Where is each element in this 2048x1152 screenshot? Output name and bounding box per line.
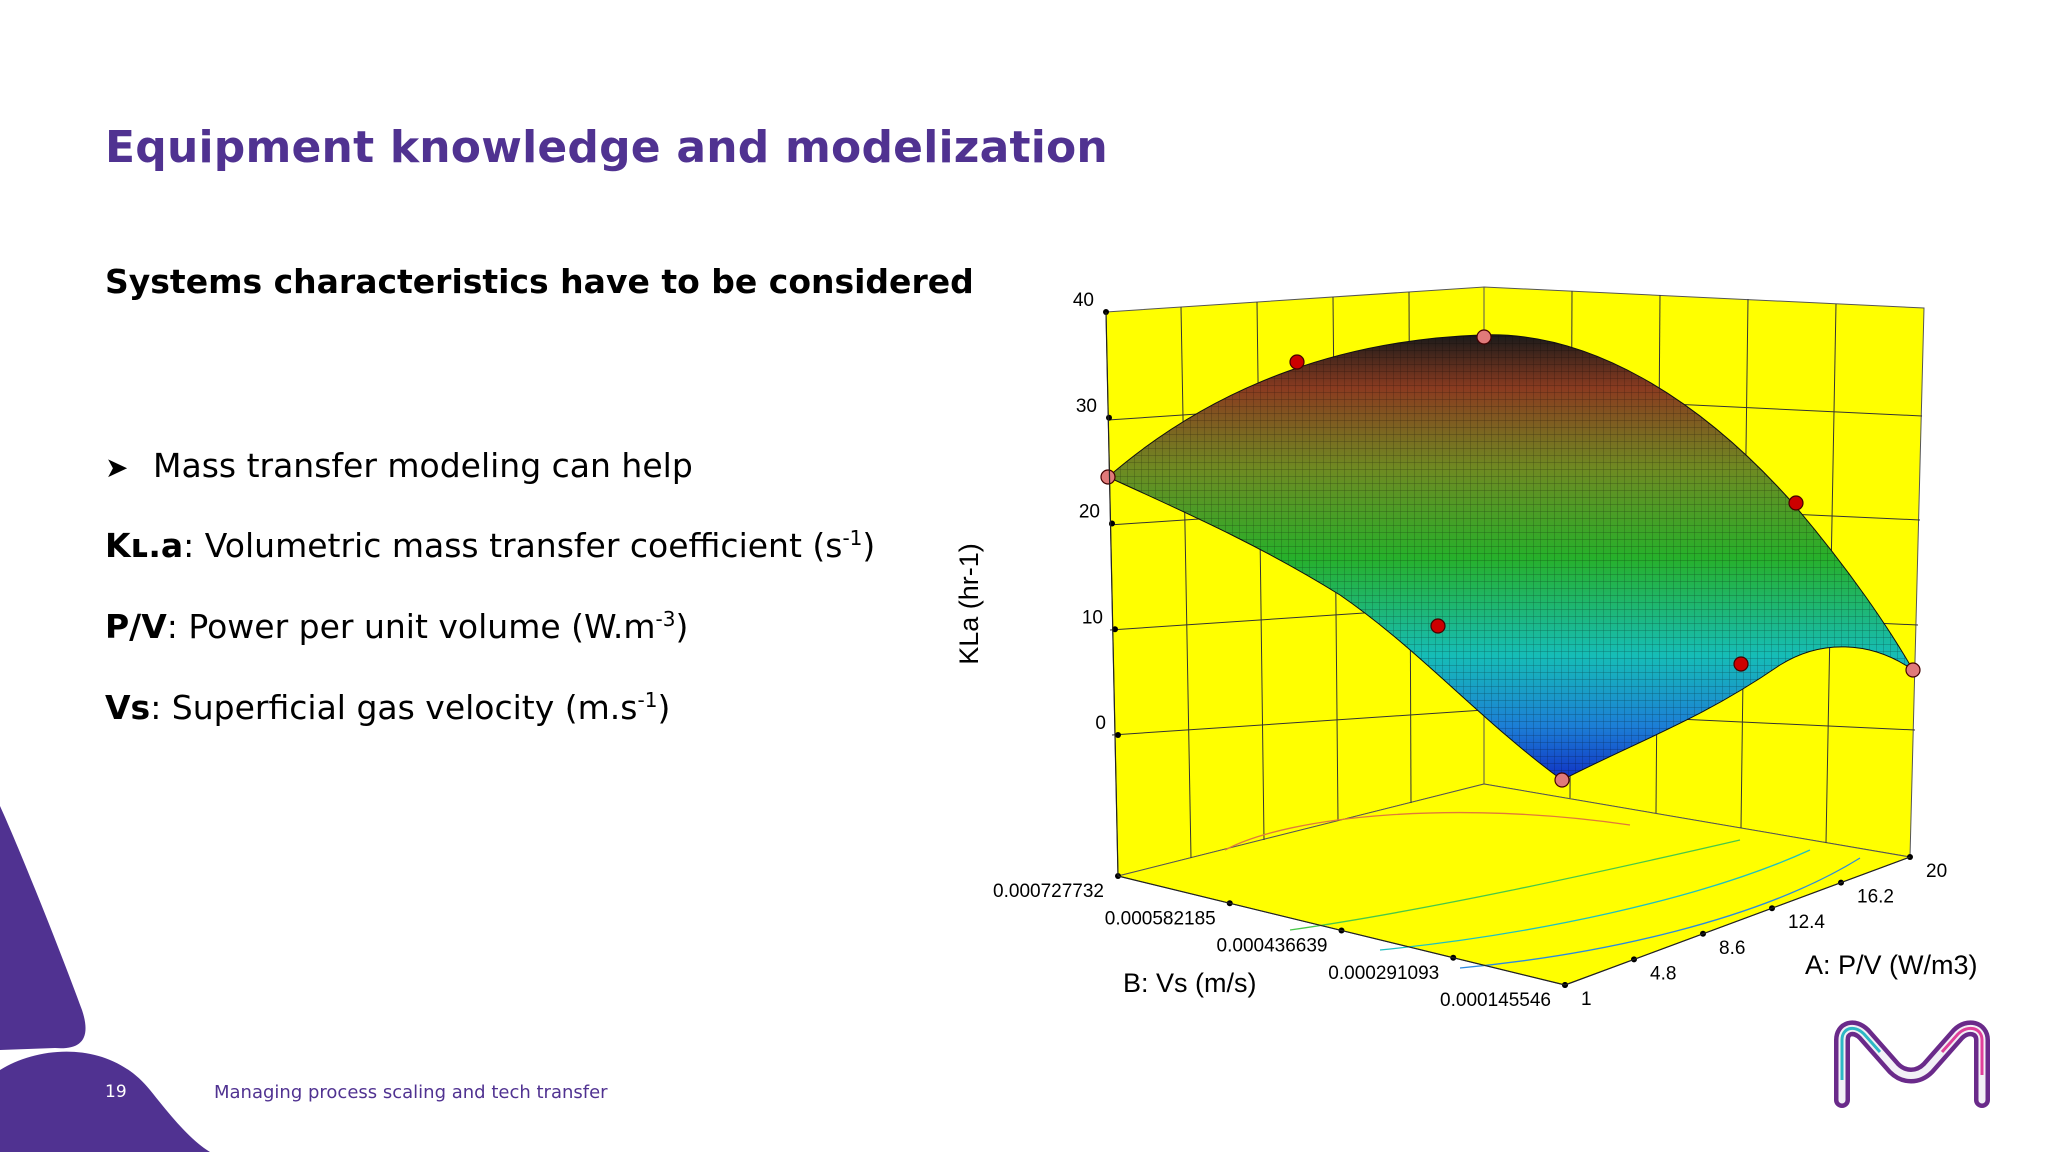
y-axis-label: B: Vs (m/s) bbox=[1123, 968, 1257, 998]
z-tick-label: 20 bbox=[1079, 502, 1100, 523]
definition-desc: : Superficial gas velocity (m.s bbox=[150, 688, 638, 727]
z-tick-mark bbox=[1115, 732, 1121, 738]
x-axis-line bbox=[1564, 856, 1911, 986]
definition-tail: ) bbox=[862, 526, 876, 565]
footer-text: Managing process scaling and tech transf… bbox=[214, 1082, 608, 1103]
definition-kla: Kʟ.a: Volumetric mass transfer coefficie… bbox=[105, 526, 875, 565]
z-axis-label: KLa (hr-1) bbox=[954, 543, 984, 665]
z-tick-mark bbox=[1112, 626, 1118, 633]
page-number: 19 bbox=[105, 1082, 127, 1102]
y-tick-label: 0.000291093 bbox=[1328, 963, 1439, 984]
design-point bbox=[1476, 329, 1492, 345]
y-tick-label: 0.000145546 bbox=[1440, 990, 1551, 1011]
definition-pv: P/V: Power per unit volume (W.m-3) bbox=[105, 607, 688, 646]
x-tick-label: 4.8 bbox=[1650, 963, 1676, 984]
x-tick-label: 12.4 bbox=[1788, 912, 1825, 933]
surface-mesh bbox=[1108, 334, 1913, 780]
z-tick-label: 0 bbox=[1095, 713, 1106, 734]
y-tick-label: 0.000436639 bbox=[1217, 936, 1328, 957]
definition-sup: -1 bbox=[637, 688, 658, 712]
floor-contours bbox=[1224, 811, 1861, 969]
y-tick-label: 0.000582185 bbox=[1105, 908, 1216, 929]
x-tick-label: 8.6 bbox=[1719, 938, 1745, 959]
bullet-text: Mass transfer modeling can help bbox=[153, 446, 693, 485]
definition-sup: -3 bbox=[655, 607, 676, 631]
design-point bbox=[1100, 469, 1116, 485]
y-axis-line bbox=[1117, 875, 1566, 986]
z-tick-mark bbox=[1106, 414, 1112, 421]
arrowhead-bullet-icon: ➤ bbox=[105, 451, 129, 484]
design-point bbox=[1788, 495, 1804, 511]
definition-term: P/V bbox=[105, 607, 167, 646]
z-axis-line bbox=[1105, 311, 1119, 877]
design-points bbox=[1100, 329, 1921, 788]
y-tick-label: 0.000727732 bbox=[993, 881, 1104, 902]
x-tick-label: 20 bbox=[1926, 861, 1947, 882]
definition-desc: : Volumetric mass transfer coefficient (… bbox=[183, 526, 843, 565]
definition-tail: ) bbox=[657, 688, 671, 727]
definition-term: Vs bbox=[105, 688, 151, 727]
definition-term: Kʟ.a bbox=[105, 526, 184, 565]
definition-tail: ) bbox=[675, 607, 689, 646]
z-tick-label: 30 bbox=[1076, 396, 1097, 417]
design-point bbox=[1733, 656, 1749, 672]
slide-subtitle: Systems characteristics have to be consi… bbox=[105, 262, 974, 301]
definition-sup: -1 bbox=[842, 526, 863, 550]
definition-desc: : Power per unit volume (W.m bbox=[166, 607, 656, 646]
design-point bbox=[1905, 662, 1921, 678]
design-point bbox=[1554, 772, 1570, 788]
definition-vs: Vs: Superficial gas velocity (m.s-1) bbox=[105, 688, 670, 727]
z-tick-label: 40 bbox=[1073, 290, 1094, 311]
design-point bbox=[1289, 354, 1305, 370]
x-tick-label: 16.2 bbox=[1857, 887, 1894, 908]
x-tick-label: 1 bbox=[1581, 989, 1592, 1010]
slide-title: Equipment knowledge and modelization bbox=[105, 122, 1108, 173]
brand-m-logo-icon bbox=[1834, 1020, 1990, 1108]
design-point bbox=[1430, 618, 1446, 634]
z-tick-label: 10 bbox=[1082, 607, 1103, 628]
x-axis-label: A: P/V (W/m3) bbox=[1805, 950, 1978, 980]
bullet-item: ➤ Mass transfer modeling can help bbox=[105, 446, 693, 485]
